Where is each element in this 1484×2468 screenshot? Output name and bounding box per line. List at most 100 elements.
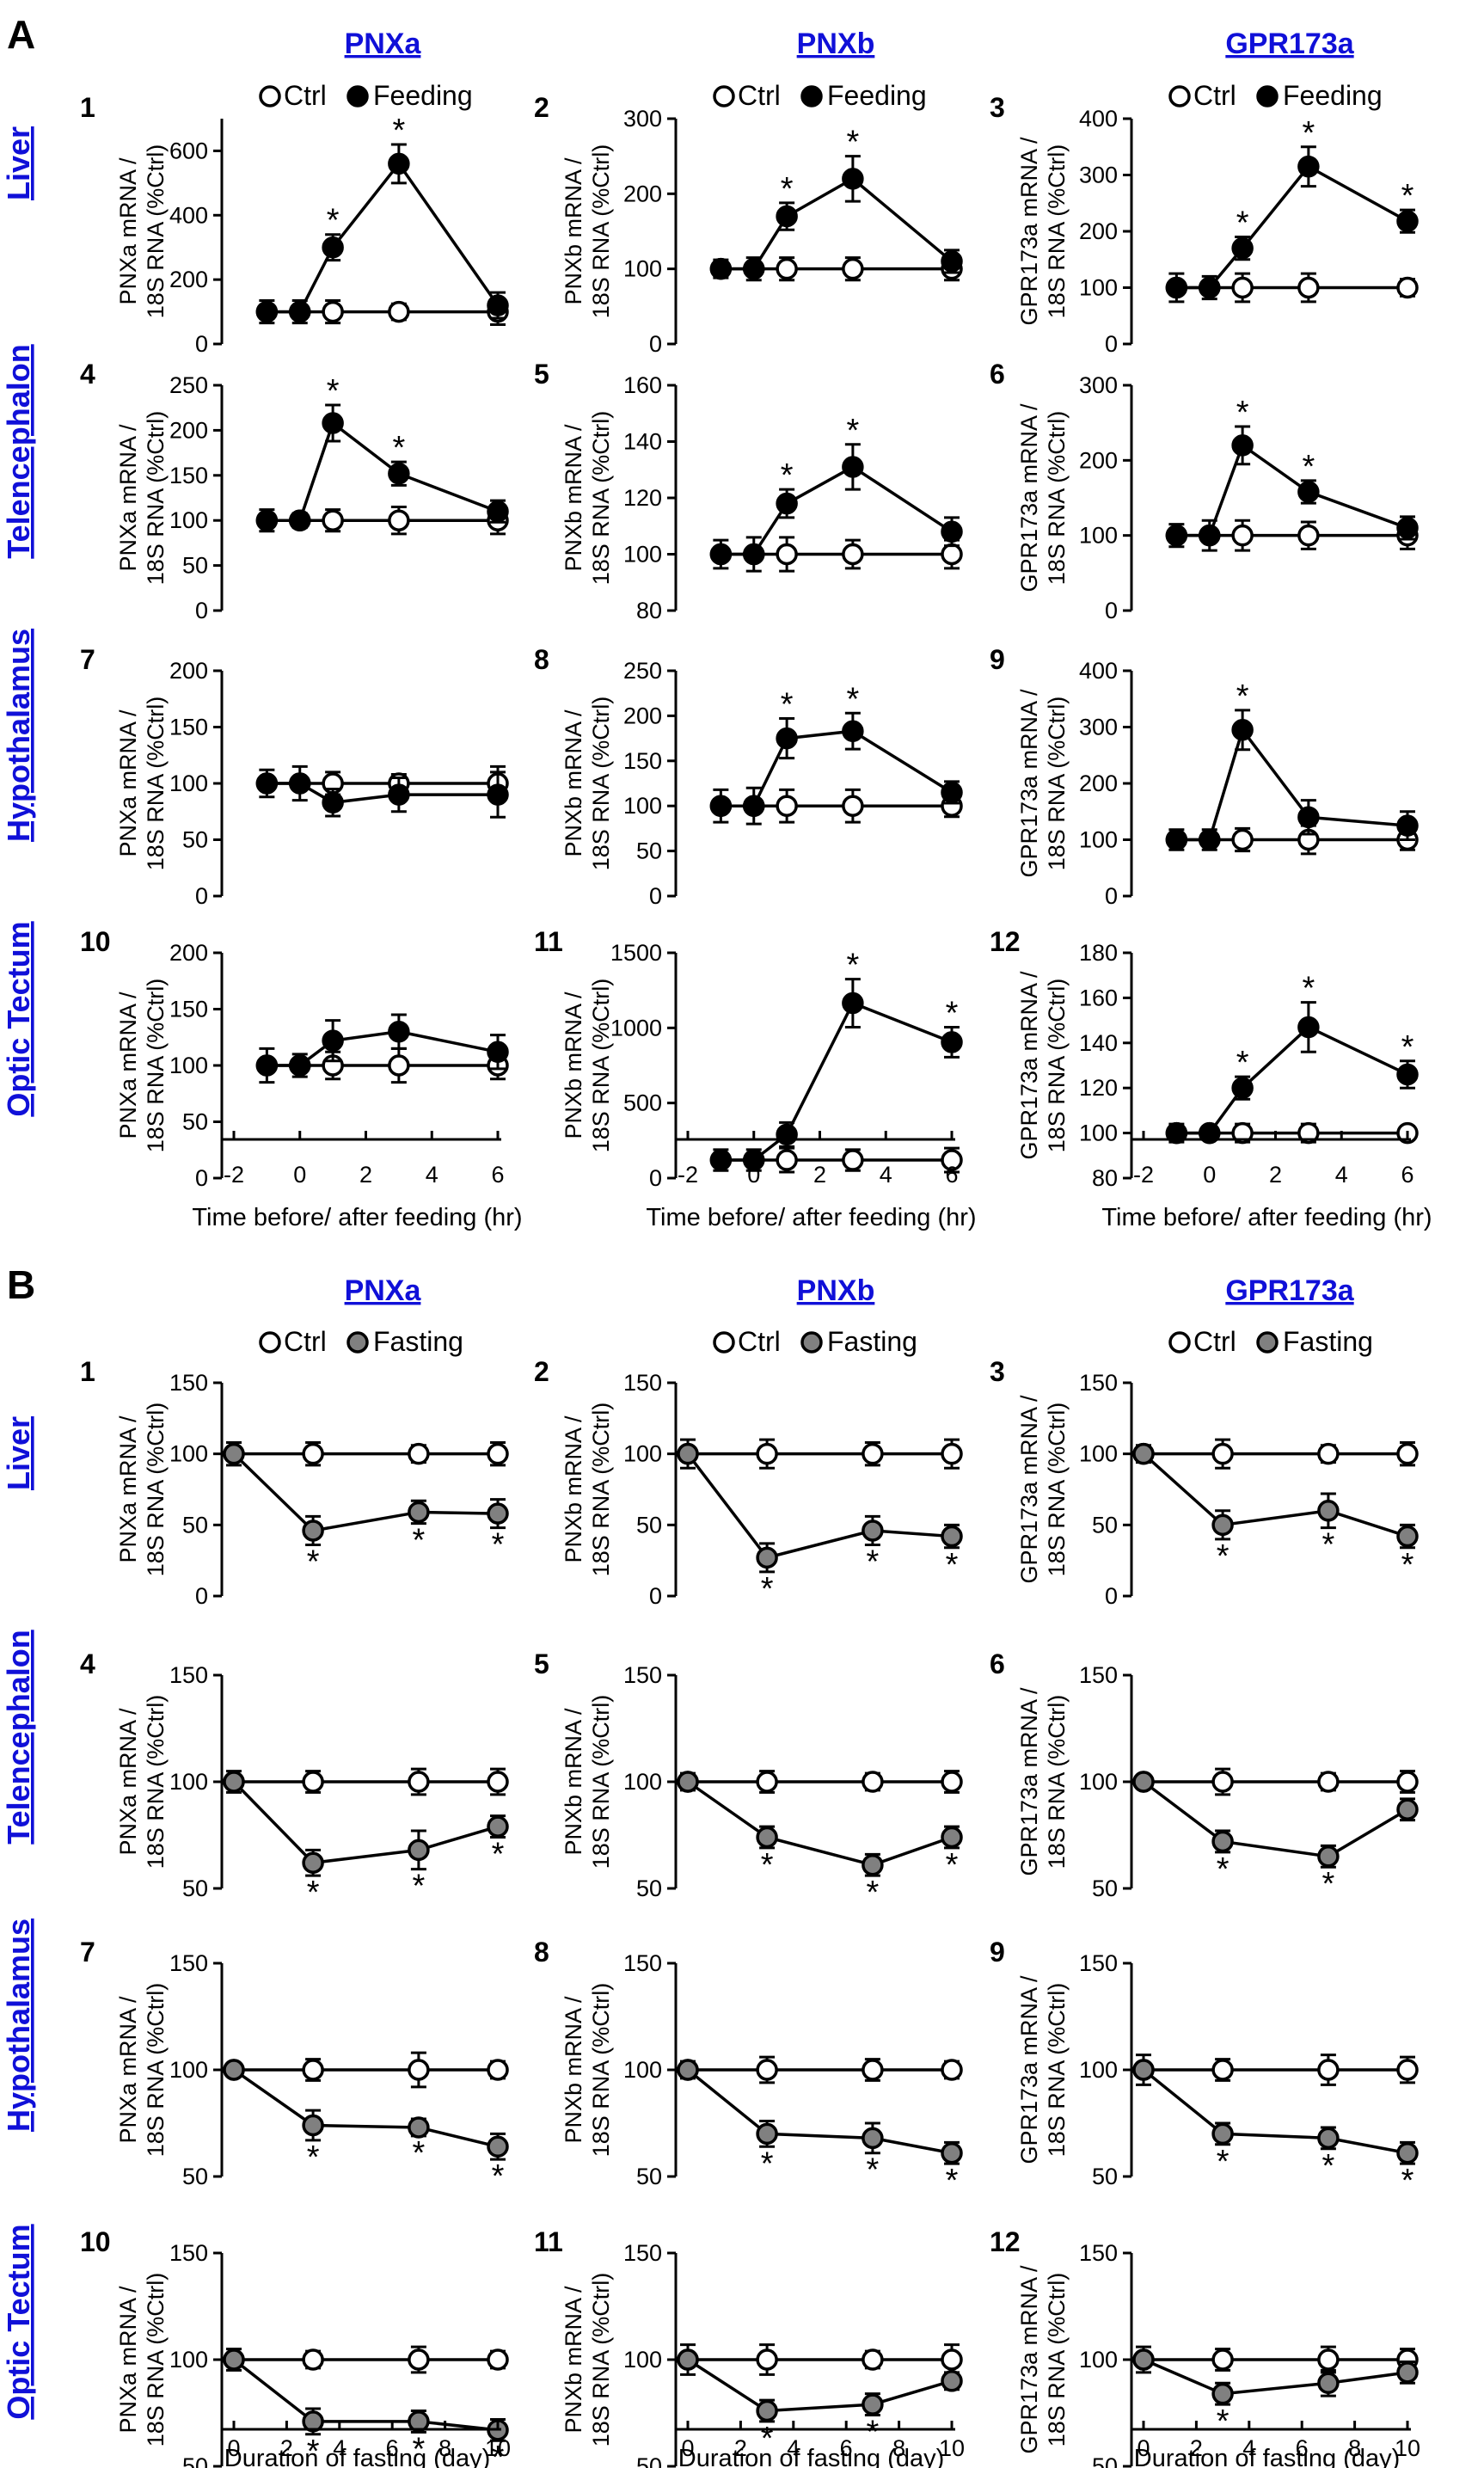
chart-number: 12 (990, 2226, 1021, 2257)
ctrl-point (756, 2059, 778, 2081)
ctrl-series (223, 2051, 509, 2089)
feeding-point (1297, 481, 1320, 503)
feeding-line (1176, 443, 1408, 537)
chart-number: 12 (990, 926, 1021, 957)
y-label-line1: GPR173a mRNA / (1016, 1975, 1042, 2164)
feeding-point (487, 500, 509, 523)
chart-b-7: 7 50 100 150 PNXa mRNA /18S RNA (%Ctrl) * * * (80, 1937, 509, 2195)
y-tick-label: 100 (1079, 2347, 1118, 2373)
chart-b-1: 1 0 50 100 150 PNXa mRNA /18S RNA (%Ctrl) * * * (80, 1356, 509, 1609)
fasting-point (408, 2116, 430, 2139)
fasting-point (941, 1525, 963, 1548)
feeding-line (267, 161, 500, 314)
significance-marker: * (781, 171, 794, 207)
significance-marker: * (492, 2440, 505, 2468)
y-tick-label: 100 (623, 793, 662, 819)
y-tick-label: 80 (1092, 1165, 1118, 1191)
ctrl-point (1231, 276, 1254, 299)
y-label-line2: 18S RNA (%Ctrl) (588, 979, 614, 1153)
fasting-point (862, 2393, 884, 2416)
y-tick-label: 200 (169, 940, 208, 966)
significance-marker: * (1322, 1866, 1335, 1902)
ctrl-point (1317, 1442, 1340, 1465)
fasting-point (302, 1519, 324, 1542)
column-header-gpr173a: GPR173a (1225, 28, 1354, 60)
y-label-line2: 18S RNA (%Ctrl) (1044, 1403, 1070, 1577)
significance-marker: * (1401, 2163, 1414, 2199)
ctrl-point (487, 2059, 509, 2081)
ctrl-point (1396, 1442, 1419, 1465)
legend-treatment-label: Fasting (827, 1326, 917, 1357)
x-axis-label: Time before/ after feeding (hr) (192, 1204, 522, 1231)
significance-marker: * (867, 2152, 880, 2189)
ctrl-series (223, 1440, 509, 1467)
y-tick-label: 50 (1092, 1876, 1118, 1901)
x-tick-label: -2 (224, 1162, 244, 1188)
column-header-pnxb: PNXb (797, 28, 875, 60)
y-label-line1: PNXb mRNA / (561, 1415, 586, 1563)
feeding-point (941, 250, 963, 273)
ctrl-point (1297, 276, 1320, 299)
legend-ctrl-marker (259, 85, 281, 107)
feeding-point (709, 257, 733, 280)
ctrl-point (1317, 1771, 1340, 1793)
column-header-pnxb: PNXb (797, 1274, 875, 1307)
legend-treatment-marker (346, 1331, 369, 1354)
ctrl-series (1132, 2054, 1419, 2086)
ctrl-point (1317, 2348, 1340, 2371)
y-tick-label: 100 (1079, 827, 1118, 853)
y-tick-label: 100 (169, 2347, 208, 2373)
feeding-series (1165, 1001, 1419, 1145)
ctrl-point (941, 1149, 963, 1171)
fasting-series (677, 2348, 963, 2423)
y-tick-label: 150 (1079, 2240, 1118, 2266)
fasting-point (1132, 1771, 1155, 1793)
chart-a-2: 2 0 100 200 300 PNXb mRNA /18S RNA (%Ctrl) * * (534, 92, 963, 357)
y-tick-label: 50 (182, 2453, 208, 2468)
fasting-point (302, 2410, 324, 2433)
significance-marker: * (1236, 206, 1249, 242)
ctrl-point (776, 1149, 798, 1171)
y-tick-label: 0 (195, 598, 208, 623)
fasting-point (408, 1501, 430, 1524)
y-label-line1: PNXb mRNA / (561, 709, 586, 857)
significance-marker: * (1236, 1045, 1249, 1081)
y-tick-label: 0 (649, 1583, 662, 1609)
panel-letter-b: B (7, 1262, 35, 1307)
ctrl-point (408, 2348, 430, 2371)
x-tick-label: 2 (734, 2435, 747, 2461)
y-tick-label: 100 (169, 1053, 208, 1078)
x-tick-label: 0 (227, 2435, 240, 2461)
significance-marker: * (413, 2135, 426, 2171)
y-tick-label: 140 (623, 429, 662, 455)
y-tick-label: 50 (182, 2164, 208, 2189)
fasting-line (232, 2068, 499, 2148)
legend-ctrl-marker (713, 1331, 735, 1354)
y-label-line1: GPR173a mRNA / (1016, 1395, 1042, 1584)
feeding-point (1199, 828, 1221, 851)
significance-marker: * (1217, 2144, 1230, 2180)
y-tick-label: 0 (1105, 883, 1118, 909)
significance-marker: * (392, 113, 405, 149)
fasting-line (232, 1780, 499, 1865)
feeding-point (322, 236, 344, 259)
feeding-point (842, 720, 864, 742)
y-label-line2: 18S RNA (%Ctrl) (1044, 2273, 1070, 2447)
y-tick-label: 1500 (610, 940, 662, 966)
row-label-telencephalon: Telencephalon (1, 1630, 36, 1844)
y-tick-label: 400 (169, 202, 208, 228)
y-tick-label: 0 (195, 1583, 208, 1609)
fasting-point (1317, 1845, 1340, 1868)
feeding-point (941, 1031, 963, 1053)
y-tick-label: 300 (1079, 715, 1118, 740)
feeding-point (776, 727, 798, 750)
feeding-point (1396, 210, 1419, 232)
ctrl-series (677, 2055, 963, 2084)
significance-marker: * (492, 1836, 505, 1872)
y-label-line1: PNXb mRNA / (561, 1708, 586, 1856)
feeding-point (322, 791, 344, 814)
y-tick-label: 50 (182, 1876, 208, 1901)
fasting-line (1142, 2068, 1408, 2155)
feeding-series (1165, 709, 1419, 851)
ctrl-point (941, 1771, 963, 1793)
